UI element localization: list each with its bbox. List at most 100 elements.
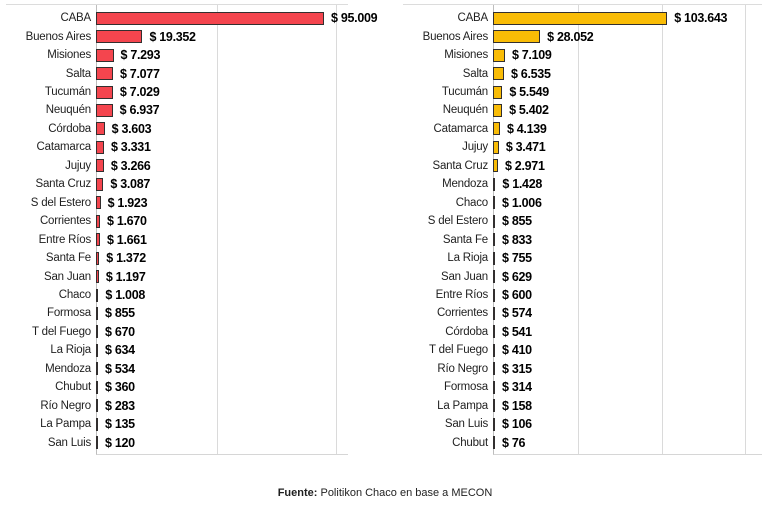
category-label: La Pampa [40, 418, 91, 431]
value-label: $ 6.937 [119, 103, 160, 118]
chart-row: La Pampa $ 135 [6, 415, 348, 433]
bar-cell: $ 360 [96, 378, 348, 396]
category-label: Jujuy [65, 159, 91, 172]
bar [96, 140, 104, 154]
chart-row: Neuquén $ 5.402 [403, 101, 762, 119]
category-label: Catamarca [36, 141, 92, 154]
value-label: $ 7.109 [511, 48, 552, 63]
bar [493, 177, 496, 191]
category-label: Misiones [47, 49, 91, 62]
chart-row: Santa Fe $ 1.372 [6, 249, 348, 267]
value-label: $ 7.293 [120, 48, 161, 63]
bar-cell: $ 28.052 [493, 27, 762, 45]
value-label: $ 1.372 [106, 251, 146, 266]
bar-cell: $ 76 [493, 433, 762, 451]
chart-row: San Juan $ 1.197 [6, 267, 348, 285]
category-label: Río Negro [437, 362, 488, 375]
bar [96, 122, 105, 136]
plot-area-right [493, 5, 762, 455]
value-label: $ 158 [502, 398, 532, 413]
chart-row: Tucumán $ 5.549 [403, 83, 762, 101]
value-label: $ 1.428 [502, 177, 542, 192]
bar [493, 306, 495, 320]
gridline [745, 5, 747, 454]
value-label: $ 574 [502, 306, 532, 321]
chart-row: Tucumán $ 7.029 [6, 83, 348, 101]
bar-cell: $ 1.008 [96, 286, 348, 304]
bar-cell: $ 634 [96, 341, 348, 359]
bar-cell: $ 534 [96, 360, 348, 378]
category-label: Entre Ríos [435, 289, 489, 302]
bar-cell: $ 6.535 [493, 64, 762, 82]
value-label: $ 103.643 [674, 11, 728, 26]
bar [493, 196, 495, 210]
bar [493, 85, 503, 99]
chart-row: Misiones $ 7.109 [403, 46, 762, 64]
bar-cell: $ 1.670 [96, 212, 348, 230]
category-label: Buenos Aires [422, 30, 489, 43]
bar [493, 399, 495, 413]
gridline [577, 5, 579, 454]
value-label: $ 855 [105, 306, 135, 321]
category-label: Santa Cruz [432, 159, 488, 172]
category-label: Mendoza [45, 362, 91, 375]
category-label: Chubut [452, 436, 488, 449]
bar-cell: $ 103.643 [493, 9, 762, 27]
chart-row: Río Negro $ 283 [6, 397, 348, 415]
bar-cell: $ 7.029 [96, 83, 348, 101]
category-label: CABA [457, 12, 488, 25]
category-label: S del Estero [427, 215, 488, 228]
chart-row: Chaco $ 1.008 [6, 286, 348, 304]
bar-cell: $ 5.549 [493, 83, 762, 101]
value-label: $ 855 [502, 214, 532, 229]
category-label: Misiones [444, 49, 488, 62]
category-label: T del Fuego [429, 344, 488, 357]
category-label: Entre Ríos [38, 233, 92, 246]
chart-rows-left: CABA $ 95.009 Buenos Aires $ 19.352 Misiones… [6, 5, 378, 455]
bar [96, 214, 100, 228]
value-label: $ 833 [502, 232, 532, 247]
value-label: $ 755 [502, 251, 532, 266]
value-label: $ 6.535 [510, 66, 551, 81]
value-label: $ 7.077 [119, 66, 160, 81]
bar [96, 67, 113, 81]
bar-cell: $ 1.372 [96, 249, 348, 267]
chart-row: Santa Fe $ 833 [403, 230, 762, 248]
category-label: Córdoba [48, 122, 91, 135]
chart-row: T del Fuego $ 670 [6, 323, 348, 341]
chart-row: Chubut $ 76 [403, 433, 762, 451]
chart-row: Chaco $ 1.006 [403, 194, 762, 212]
category-label: La Rioja [447, 252, 488, 265]
chart-row: Entre Ríos $ 1.661 [6, 230, 348, 248]
value-label: $ 106 [502, 417, 532, 432]
source-label: Fuente: [277, 487, 318, 499]
chart-row: Buenos Aires $ 28.052 [403, 27, 762, 45]
category-label: La Pampa [437, 399, 488, 412]
bar-cell: $ 833 [493, 230, 762, 248]
chart-row: Catamarca $ 3.331 [6, 138, 348, 156]
bar-cell: $ 315 [493, 360, 762, 378]
bar [493, 251, 495, 265]
bar-cell: $ 135 [96, 415, 348, 433]
bar-cell: $ 4.139 [493, 120, 762, 138]
category-label: San Luis [444, 418, 488, 431]
category-label: Tucumán [441, 86, 488, 99]
bar [493, 362, 495, 376]
bar [493, 11, 668, 25]
category-label: Formosa [444, 381, 488, 394]
chart-row: Córdoba $ 3.603 [6, 120, 348, 138]
category-label: Neuquén [45, 104, 91, 117]
bar [96, 436, 98, 450]
chart-row: Jujuy $ 3.471 [403, 138, 762, 156]
bar-cell: $ 3.471 [493, 138, 762, 156]
category-label: Río Negro [40, 399, 91, 412]
category-label: Chaco [58, 289, 91, 302]
chart-row: CABA $ 95.009 [6, 9, 377, 27]
category-label: Jujuy [462, 141, 488, 154]
bar-cell: $ 670 [96, 323, 348, 341]
value-label: $ 5.549 [509, 85, 549, 100]
category-label: Formosa [47, 307, 91, 320]
bar [493, 436, 495, 450]
value-label: $ 3.331 [110, 140, 151, 155]
value-label: $ 95.009 [331, 11, 378, 26]
